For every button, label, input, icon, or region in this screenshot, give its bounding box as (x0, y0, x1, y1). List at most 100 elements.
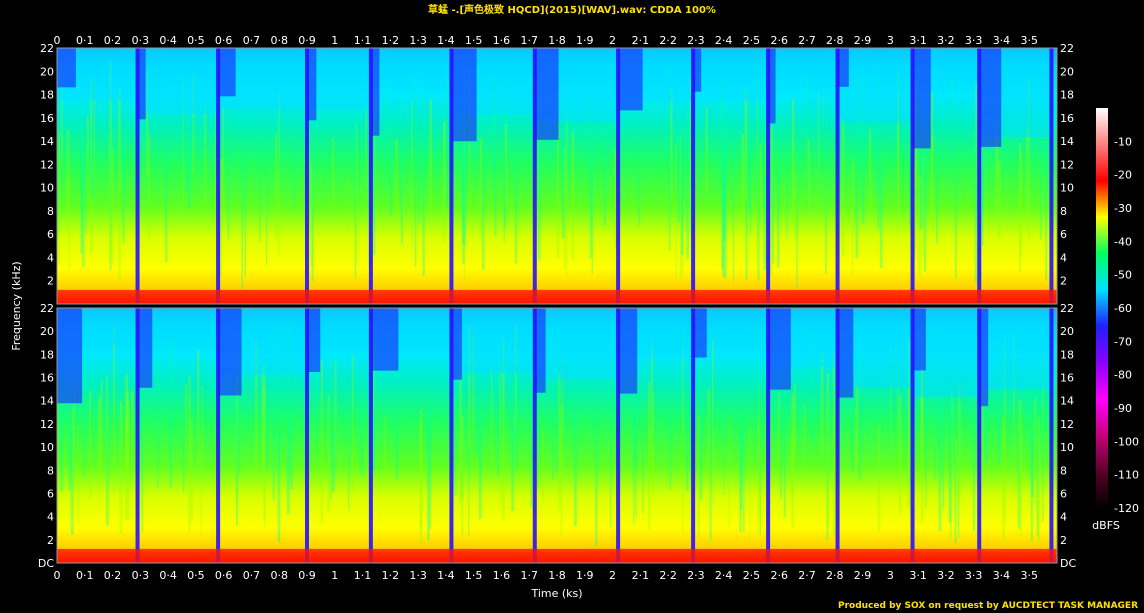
texture-stripe (82, 148, 85, 268)
x-tick-label: 3·3 (965, 569, 983, 582)
track-blue-region (370, 48, 380, 136)
texture-stripe (923, 155, 927, 272)
texture-stripe (394, 139, 398, 215)
texture-stripe (90, 124, 94, 198)
texture-stripe (825, 170, 827, 237)
y-tick-label: 6 (1060, 228, 1067, 241)
texture-stripe (984, 388, 988, 461)
track-blue-region (768, 48, 776, 124)
y-tick-label: 10 (40, 441, 54, 454)
texture-stripe (72, 408, 74, 518)
colorbar-label: dBFS (1092, 519, 1120, 532)
texture-stripe (454, 430, 457, 496)
y-tick-label: 6 (1060, 487, 1067, 500)
x-tick-label: 1·8 (548, 34, 566, 47)
texture-stripe (689, 77, 692, 236)
texture-stripe (90, 80, 93, 255)
texture-stripe (820, 353, 824, 459)
texture-stripe (933, 326, 936, 481)
texture-stripe (749, 164, 752, 235)
texture-stripe (841, 117, 845, 256)
texture-stripe (705, 107, 708, 192)
texture-stripe (537, 175, 539, 254)
bass-energy-band (57, 548, 1057, 563)
texture-stripe (851, 343, 854, 473)
texture-stripe (109, 60, 112, 264)
texture-stripe (219, 158, 223, 277)
x-tick-label: 2·7 (798, 569, 816, 582)
texture-stripe (974, 138, 978, 283)
texture-stripe (930, 91, 934, 223)
y-tick-label: 4 (47, 511, 54, 524)
x-tick-label: 2 (609, 569, 616, 582)
y-tick-label: 18 (40, 89, 54, 102)
texture-stripe (635, 380, 637, 518)
texture-stripe (763, 173, 766, 271)
texture-stripe (73, 384, 76, 485)
x-tick-label: 1·3 (409, 569, 427, 582)
track-boundary (691, 308, 696, 563)
track-boundary (766, 308, 771, 563)
x-tick-label: 0·4 (159, 569, 177, 582)
texture-stripe (515, 355, 518, 470)
y-tick-label: 14 (1060, 135, 1074, 148)
track-boundary (449, 308, 454, 563)
texture-stripe (58, 131, 61, 265)
texture-stripe (462, 151, 465, 265)
texture-stripe (565, 109, 568, 276)
track-blue-region (979, 48, 1002, 147)
track-hf-band (137, 48, 219, 114)
texture-stripe (537, 419, 539, 490)
track-blue-region (137, 308, 153, 388)
track-hf-band (979, 308, 1052, 389)
texture-stripe (997, 338, 1001, 464)
texture-stripe (975, 83, 978, 187)
x-tick-label: 1·5 (465, 34, 483, 47)
texture-stripe (748, 93, 751, 212)
colorbar-tick-label: -20 (1114, 169, 1132, 182)
texture-stripe (131, 390, 134, 470)
texture-stripe (793, 384, 796, 462)
texture-stripe (560, 404, 563, 536)
texture-stripe (764, 151, 766, 222)
x-tick-label: 1·7 (520, 569, 538, 582)
texture-stripe (680, 145, 684, 255)
texture-stripe (400, 141, 403, 245)
track-boundary (977, 308, 982, 563)
y-axis-label: Frequency (kHz) (10, 261, 23, 350)
texture-stripe (460, 415, 464, 535)
track-boundary (532, 308, 537, 563)
y-tick-label: 20 (1060, 325, 1074, 338)
y-tick-label: 22 (40, 302, 54, 315)
x-tick-label: 0·5 (187, 34, 205, 47)
colorbar-tick-label: -60 (1114, 302, 1132, 315)
y-tick-label: DC (38, 557, 54, 570)
texture-stripe (709, 400, 712, 541)
track-boundary (1049, 48, 1054, 304)
texture-stripe (697, 415, 700, 538)
texture-stripe (723, 403, 725, 495)
texture-stripe (332, 138, 335, 205)
x-tick-label: 2·8 (826, 569, 844, 582)
texture-stripe (499, 359, 501, 506)
y-tick-label: 16 (40, 372, 54, 385)
x-tick-label: 1·7 (520, 34, 538, 47)
texture-stripe (261, 365, 265, 466)
texture-stripe (197, 350, 200, 488)
texture-stripe (951, 74, 954, 167)
y-tick-label: 2 (47, 534, 54, 547)
x-tick-label: 1·2 (382, 34, 400, 47)
texture-stripe (472, 334, 475, 435)
y-tick-label: 8 (47, 464, 54, 477)
texture-stripe (277, 430, 281, 542)
track-boundary (977, 48, 982, 304)
texture-stripe (995, 126, 998, 216)
texture-stripe (1034, 396, 1037, 505)
texture-stripe (310, 162, 314, 268)
texture-stripe (86, 114, 89, 204)
texture-stripe (955, 433, 957, 496)
texture-stripe (954, 417, 957, 545)
texture-stripe (259, 138, 261, 243)
track-boundary (305, 48, 309, 304)
texture-stripe (909, 122, 911, 227)
